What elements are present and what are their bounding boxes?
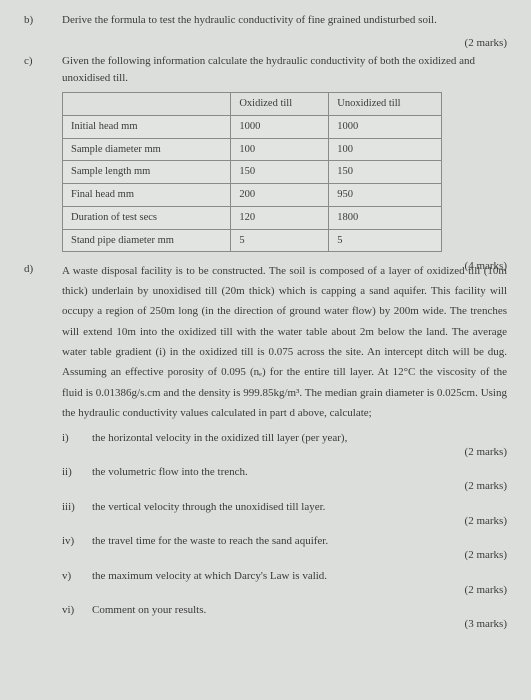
sub-item-label: i) <box>62 430 92 447</box>
sub-item: i) the horizontal velocity in the oxidiz… <box>62 430 507 461</box>
table-row: Initial head mm 1000 1000 <box>63 115 442 138</box>
table-header: Unoxidized till <box>329 93 442 116</box>
sub-item-text: the travel time for the waste to reach t… <box>92 533 437 550</box>
question-d-label: d) <box>24 261 62 424</box>
sub-item-marks: (2 marks) <box>437 568 507 599</box>
question-b-label: b) <box>24 12 62 29</box>
sub-item-marks: (2 marks) <box>437 464 507 495</box>
table-cell: Initial head mm <box>63 115 231 138</box>
sub-item-label: v) <box>62 568 92 585</box>
sub-item-label: iv) <box>62 533 92 550</box>
table-cell: Sample diameter mm <box>63 138 231 161</box>
table-cell: 5 <box>231 229 329 252</box>
sub-item: vi) Comment on your results. (3 marks) <box>62 602 507 633</box>
table-cell: 150 <box>329 161 442 184</box>
data-table: Oxidized till Unoxidized till Initial he… <box>62 92 442 252</box>
table-row: Sample diameter mm 100 100 <box>63 138 442 161</box>
question-b-text: Derive the formula to test the hydraulic… <box>62 12 507 29</box>
sub-item-label: ii) <box>62 464 92 481</box>
question-d: d) A waste disposal facility is to be co… <box>24 261 507 424</box>
sub-item: iv) the travel time for the waste to rea… <box>62 533 507 564</box>
question-b: b) Derive the formula to test the hydrau… <box>24 12 507 29</box>
sub-item-text: the maximum velocity at which Darcy's La… <box>92 568 437 585</box>
sub-item-marks: (2 marks) <box>437 499 507 530</box>
table-row: Final head mm 200 950 <box>63 184 442 207</box>
table-row: Stand pipe diameter mm 5 5 <box>63 229 442 252</box>
table-cell: 1000 <box>231 115 329 138</box>
table-cell: 100 <box>329 138 442 161</box>
table-cell: 150 <box>231 161 329 184</box>
sub-item-text: Comment on your results. <box>92 602 437 619</box>
table-header-row: Oxidized till Unoxidized till <box>63 93 442 116</box>
question-d-text: A waste disposal facility is to be const… <box>62 261 507 424</box>
sub-item-marks: (2 marks) <box>437 533 507 564</box>
sub-item-list: i) the horizontal velocity in the oxidiz… <box>62 430 507 633</box>
table-cell: Duration of test secs <box>63 206 231 229</box>
sub-item: ii) the volumetric flow into the trench.… <box>62 464 507 495</box>
table-cell: 5 <box>329 229 442 252</box>
table-cell: 200 <box>231 184 329 207</box>
sub-item-label: iii) <box>62 499 92 516</box>
table-header: Oxidized till <box>231 93 329 116</box>
sub-item: iii) the vertical velocity through the u… <box>62 499 507 530</box>
sub-item-marks: (3 marks) <box>437 602 507 633</box>
table-cell: 1000 <box>329 115 442 138</box>
table-cell: 120 <box>231 206 329 229</box>
question-c-text: Given the following information calculat… <box>62 53 507 86</box>
sub-item-text: the vertical velocity through the unoxid… <box>92 499 437 516</box>
sub-item-text: the horizontal velocity in the oxidized … <box>92 430 437 447</box>
table-cell: 1800 <box>329 206 442 229</box>
question-c: c) Given the following information calcu… <box>24 53 507 86</box>
table-cell: Stand pipe diameter mm <box>63 229 231 252</box>
sub-item-marks: (2 marks) <box>437 430 507 461</box>
sub-item-label: vi) <box>62 602 92 619</box>
question-b-marks: (2 marks) <box>24 35 507 52</box>
table-cell: Sample length mm <box>63 161 231 184</box>
table-row: Duration of test secs 120 1800 <box>63 206 442 229</box>
sub-item: v) the maximum velocity at which Darcy's… <box>62 568 507 599</box>
table-cell: 950 <box>329 184 442 207</box>
question-c-label: c) <box>24 53 62 86</box>
sub-item-text: the volumetric flow into the trench. <box>92 464 437 481</box>
table-row: Sample length mm 150 150 <box>63 161 442 184</box>
table-header <box>63 93 231 116</box>
table-cell: 100 <box>231 138 329 161</box>
table-cell: Final head mm <box>63 184 231 207</box>
